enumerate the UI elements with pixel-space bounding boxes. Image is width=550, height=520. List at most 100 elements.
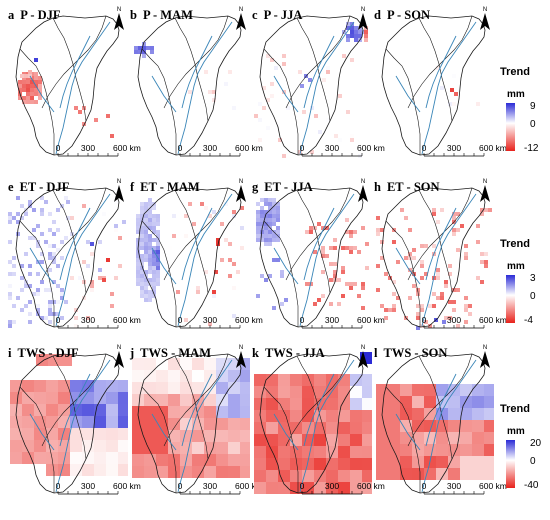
north-label: N	[483, 345, 487, 351]
trend-cell	[142, 50, 146, 54]
trend-cell	[240, 206, 244, 210]
trend-cell	[90, 242, 94, 246]
trend-cell	[364, 30, 368, 34]
trend-cell	[266, 386, 278, 398]
trend-cell	[10, 392, 22, 404]
trend-cell	[361, 286, 365, 290]
trend-cell	[60, 316, 64, 320]
trend-cell	[448, 432, 460, 444]
trend-cell	[118, 428, 128, 440]
trend-cell	[36, 224, 40, 228]
trend-cell	[180, 466, 192, 478]
trend-cell	[362, 446, 372, 458]
sub-basin-boundary	[285, 187, 351, 281]
trend-cell	[156, 266, 160, 270]
north-label: N	[361, 179, 365, 185]
sub-basin-boundary	[52, 17, 87, 122]
trend-cell	[98, 268, 102, 272]
trend-cell	[278, 482, 290, 494]
trend-cell	[448, 420, 460, 432]
trend-cell	[272, 214, 276, 218]
trend-cell	[144, 294, 148, 298]
scale-bar: 0 300 600 km	[422, 481, 507, 495]
trend-cell	[30, 84, 34, 88]
trend-cell	[212, 294, 216, 298]
north-label: N	[117, 7, 121, 13]
trend-cell	[484, 252, 488, 256]
trend-cell	[36, 272, 40, 276]
trend-cell	[106, 452, 118, 464]
trend-cell	[338, 470, 350, 482]
trend-cell	[464, 320, 468, 324]
panel-name: TWS - JJA	[265, 346, 325, 360]
trend-cell	[302, 110, 306, 114]
trend-cell	[70, 416, 82, 428]
panel-title: f ET - MAM	[130, 180, 200, 194]
trend-cell	[208, 90, 212, 94]
trend-cell	[329, 302, 333, 306]
trend-cell	[436, 296, 440, 300]
sub-basin-boundary	[385, 386, 421, 493]
trend-cell	[350, 482, 362, 494]
panel-k: k TWS - JJA N 0 300 600 km	[252, 345, 385, 495]
trend-cell	[26, 96, 30, 100]
trend-cell	[448, 264, 452, 268]
trend-cell	[276, 226, 280, 230]
trend-cell	[136, 230, 140, 234]
trend-cell	[266, 434, 278, 446]
trend-cell	[365, 266, 369, 270]
panel-letter: l	[374, 346, 378, 360]
trend-cell	[216, 454, 228, 466]
trend-cell	[354, 26, 358, 30]
legend-max: 20	[530, 438, 542, 449]
trend-cell	[232, 106, 236, 110]
trend-cell	[156, 370, 168, 382]
trend-cell	[400, 208, 404, 212]
legend-mid: 0	[530, 119, 536, 130]
basin-outline	[15, 353, 120, 494]
trend-cell	[362, 398, 372, 410]
scale-label: 600 km	[113, 143, 141, 153]
trend-cell	[136, 254, 140, 258]
trend-cell	[350, 58, 354, 62]
trend-cell	[362, 458, 372, 470]
trend-cell	[436, 432, 448, 444]
river-line	[55, 21, 111, 155]
trend-cell	[140, 202, 144, 206]
trend-cell	[48, 228, 52, 232]
trend-cell	[98, 276, 102, 280]
north-label: N	[117, 179, 121, 185]
sub-basin-boundary	[296, 355, 331, 460]
trend-cell	[380, 304, 384, 308]
legend-mid: 0	[530, 291, 536, 302]
trend-cell	[272, 258, 276, 262]
trend-cell	[118, 416, 128, 428]
trend-cell	[350, 398, 362, 410]
trend-cell	[28, 272, 32, 276]
trend-cell	[110, 304, 114, 308]
trend-cell	[460, 420, 472, 432]
trend-cell	[20, 288, 24, 292]
panel-name: TWS - MAM	[140, 346, 211, 360]
trend-cell	[152, 274, 156, 278]
trend-cell	[64, 300, 68, 304]
trend-cell	[388, 468, 400, 480]
legends: Trend mm 9 0 -12 Trend mm 3 0 -4 Trend mm 20 0 -40	[500, 66, 542, 491]
trend-cell	[333, 270, 337, 274]
trend-cell	[314, 422, 326, 434]
trend-cell	[452, 74, 456, 78]
trend-cell	[58, 392, 70, 404]
river-line	[425, 35, 457, 109]
trend-cell	[228, 418, 240, 430]
trend-cell	[232, 314, 236, 318]
trend-cell	[152, 238, 156, 242]
trend-cell	[180, 430, 192, 442]
trend-cell	[156, 394, 168, 406]
north-arrow-icon: N	[236, 179, 246, 202]
trend-cell	[82, 404, 94, 416]
trend-cell	[276, 202, 280, 206]
trend-cell	[321, 294, 325, 298]
trend-cell	[472, 444, 484, 456]
trend-cell	[228, 242, 232, 246]
trend-cell	[464, 244, 468, 248]
